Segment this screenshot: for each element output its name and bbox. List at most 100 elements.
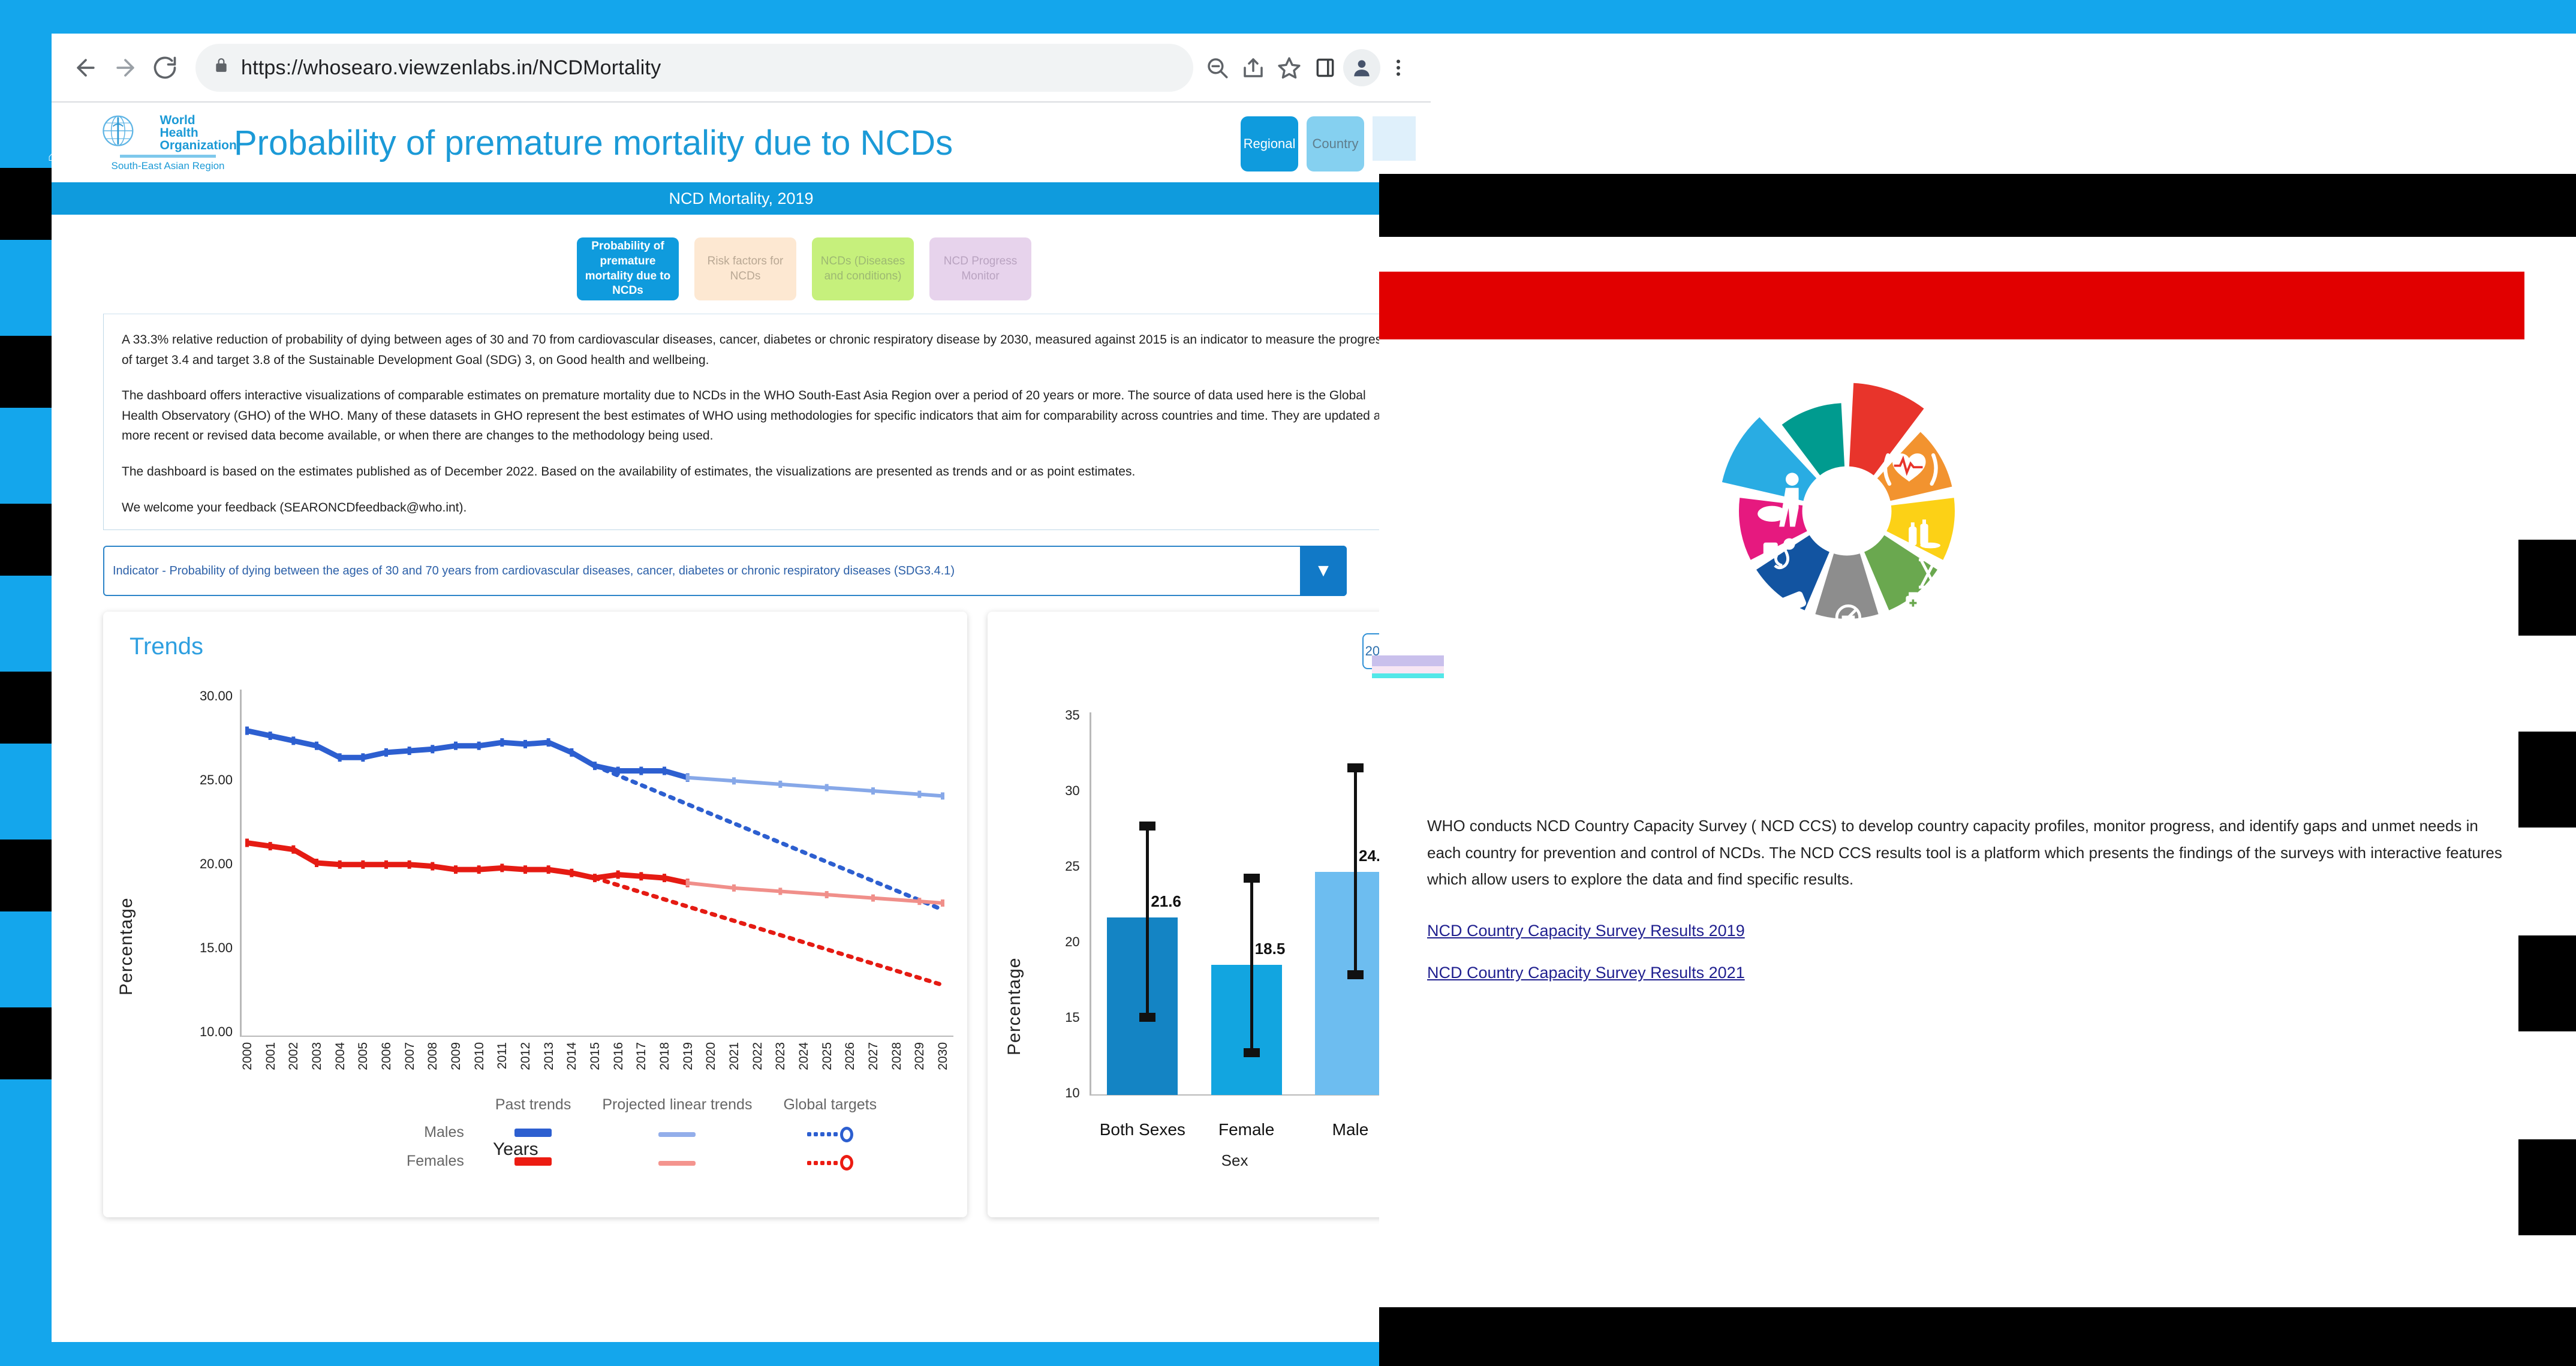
who-logo: World Health Organization South-East Asi…: [103, 114, 237, 172]
edge-artifact: [0, 672, 52, 744]
trends-plot: [245, 726, 945, 988]
reload-icon[interactable]: [145, 48, 185, 88]
legend-row-males: Males: [424, 1124, 464, 1141]
trends-ytick: 10.00: [199, 1024, 233, 1040]
dashboard: NCD Mortality, 2019 Probability of prema…: [52, 182, 1431, 1342]
legend-swatch-females-past: [480, 1147, 586, 1176]
edge-artifact: [0, 168, 52, 240]
trends-x-tick: 2005: [356, 1042, 371, 1070]
toolbar-divider: [52, 101, 1431, 103]
bar-ytick: 30: [1065, 783, 1080, 799]
ncd-risk-factor-wheel-icon: [1703, 367, 1991, 655]
ccs-paragraph: WHO conducts NCD Country Capacity Survey…: [1427, 817, 2502, 889]
tab-risk-factors[interactable]: Risk factors for NCDs: [694, 237, 796, 300]
trends-x-tick: 2009: [449, 1042, 463, 1070]
url-text: https://whosearo.viewzenlabs.in/NCDMorta…: [241, 56, 661, 79]
trends-x-axis-label: Years: [493, 1139, 538, 1160]
trends-x-tick: 2011: [495, 1042, 510, 1070]
bar-both-sexes[interactable]: [1107, 917, 1178, 1096]
dashboard-title: NCD Mortality, 2019: [52, 182, 1431, 215]
trends-chart-card: Trends Percentage 30.00 25.00 20.00 15.0…: [103, 612, 967, 1218]
trends-x-tick: 2004: [333, 1042, 347, 1070]
trends-ytick: 20.00: [199, 856, 233, 872]
trends-ytick: 15.00: [199, 940, 233, 956]
legend-swatch-males-projected: [586, 1118, 768, 1147]
forward-arrow-icon[interactable]: [106, 48, 145, 88]
bar-y-axis-label: Percentage: [1004, 957, 1024, 1056]
error-bar-cap: [1243, 873, 1260, 883]
tab-premature-mortality[interactable]: Probability of premature mortality due t…: [577, 237, 679, 300]
error-bar: [1354, 768, 1357, 974]
bar-value-label: 18.5: [1254, 940, 1286, 958]
trends-ytick: 25.00: [199, 772, 233, 788]
chevron-down-icon[interactable]: ▼: [1300, 546, 1347, 597]
bar-male[interactable]: [1315, 871, 1386, 1096]
who-logo-rule: [120, 154, 216, 158]
address-bar[interactable]: https://whosearo.viewzenlabs.in/NCDMorta…: [195, 44, 1193, 92]
intro-paragraph-4: We welcome your feedback (SEARONCDfeedba…: [122, 500, 467, 514]
sex-bar-chart-card: 2019 ▲▼ Percentage 35 30 25 20 15 10 21.…: [987, 612, 1431, 1218]
edge-strip: [1372, 666, 1444, 673]
profile-avatar-icon[interactable]: [1343, 49, 1380, 86]
trends-x-tick: 2015: [588, 1042, 602, 1070]
trends-x-tick: 2026: [843, 1042, 857, 1070]
lock-icon: [213, 56, 229, 79]
mode-country-button[interactable]: Country: [1307, 116, 1364, 171]
intro-panel: A 33.3% relative reduction of probabilit…: [103, 314, 1412, 531]
three-dot-menu-icon[interactable]: [1380, 50, 1416, 86]
charts-row: Trends Percentage 30.00 25.00 20.00 15.0…: [103, 612, 1431, 1218]
bar-female[interactable]: [1211, 965, 1282, 1096]
ccs-results-2019-link[interactable]: NCD Country Capacity Survey Results 2019: [1427, 922, 1745, 940]
bar-y-axis-line: [1089, 712, 1091, 1096]
trends-x-tick: 2021: [727, 1042, 741, 1070]
wheel-segment: [1815, 553, 1879, 619]
dashboard-tabs: Probability of premature mortality due t…: [52, 215, 1431, 300]
error-bar-cap: [1347, 763, 1364, 773]
trends-x-tick: 2020: [704, 1042, 718, 1070]
mode-toggle-group: Regional Country: [1241, 116, 1416, 171]
mode-strip-decoration: [1373, 116, 1416, 161]
mode-regional-button[interactable]: Regional: [1241, 116, 1298, 171]
edge-artifact: [0, 504, 52, 576]
indicator-row: Indicator - Probability of dying between…: [103, 546, 1412, 597]
home-icon[interactable]: ⌂: [48, 149, 56, 164]
trends-x-tick: 2008: [426, 1042, 440, 1070]
edge-strip: [1372, 673, 1444, 678]
tab-progress-monitor[interactable]: NCD Progress Monitor: [929, 237, 1031, 300]
star-icon[interactable]: [1271, 50, 1307, 86]
trends-x-tick: 2023: [774, 1042, 788, 1070]
bar-x-axis-line: [1089, 1094, 1401, 1096]
share-icon[interactable]: [1235, 50, 1271, 86]
indicator-select[interactable]: Indicator - Probability of dying between…: [103, 546, 1347, 597]
wheel-segment: [1864, 535, 1937, 610]
legend-row-females: Females: [407, 1152, 464, 1169]
wheel-segment: [1781, 403, 1845, 476]
legend-col-target: Global targets: [783, 1096, 877, 1114]
intro-paragraph-2: The dashboard offers interactive visuali…: [122, 389, 1387, 443]
who-region-label: South-East Asian Region: [111, 160, 225, 171]
error-bar: [1250, 877, 1253, 1052]
edge-strip: [1372, 655, 1444, 666]
zoom-out-icon[interactable]: [1199, 50, 1235, 86]
trends-x-tick: 2029: [913, 1042, 927, 1070]
trends-x-tick: 2025: [820, 1042, 834, 1070]
ccs-results-2021-link[interactable]: NCD Country Capacity Survey Results 2021: [1427, 964, 1745, 982]
edge-artifact: [1379, 174, 2576, 237]
trends-x-tick: 2001: [263, 1042, 278, 1070]
trends-x-tick: 2006: [380, 1042, 393, 1070]
legend-col-projected: Projected linear trends: [602, 1096, 753, 1114]
browser-toolbar: https://whosearo.viewzenlabs.in/NCDMorta…: [52, 34, 1431, 102]
trends-x-tick: 2024: [797, 1042, 811, 1070]
side-panel-icon[interactable]: [1307, 50, 1343, 86]
trends-x-tick: 2017: [634, 1042, 649, 1070]
wheel-segment: [1849, 383, 1924, 476]
trends-ytick: 30.00: [199, 688, 233, 704]
bar-plot: 21.6 Both Sexes 18.5 Female 24.6 Male: [1091, 712, 1403, 1139]
trends-x-tick: 2012: [519, 1042, 532, 1070]
trends-x-tick: 2027: [866, 1042, 880, 1070]
edge-artifact: [0, 1007, 52, 1079]
tab-ncds-diseases[interactable]: NCDs (Diseases and conditions): [812, 237, 914, 300]
edge-artifact: [2518, 732, 2576, 828]
back-arrow-icon[interactable]: [66, 48, 106, 88]
trends-x-tick: 2018: [658, 1042, 672, 1070]
